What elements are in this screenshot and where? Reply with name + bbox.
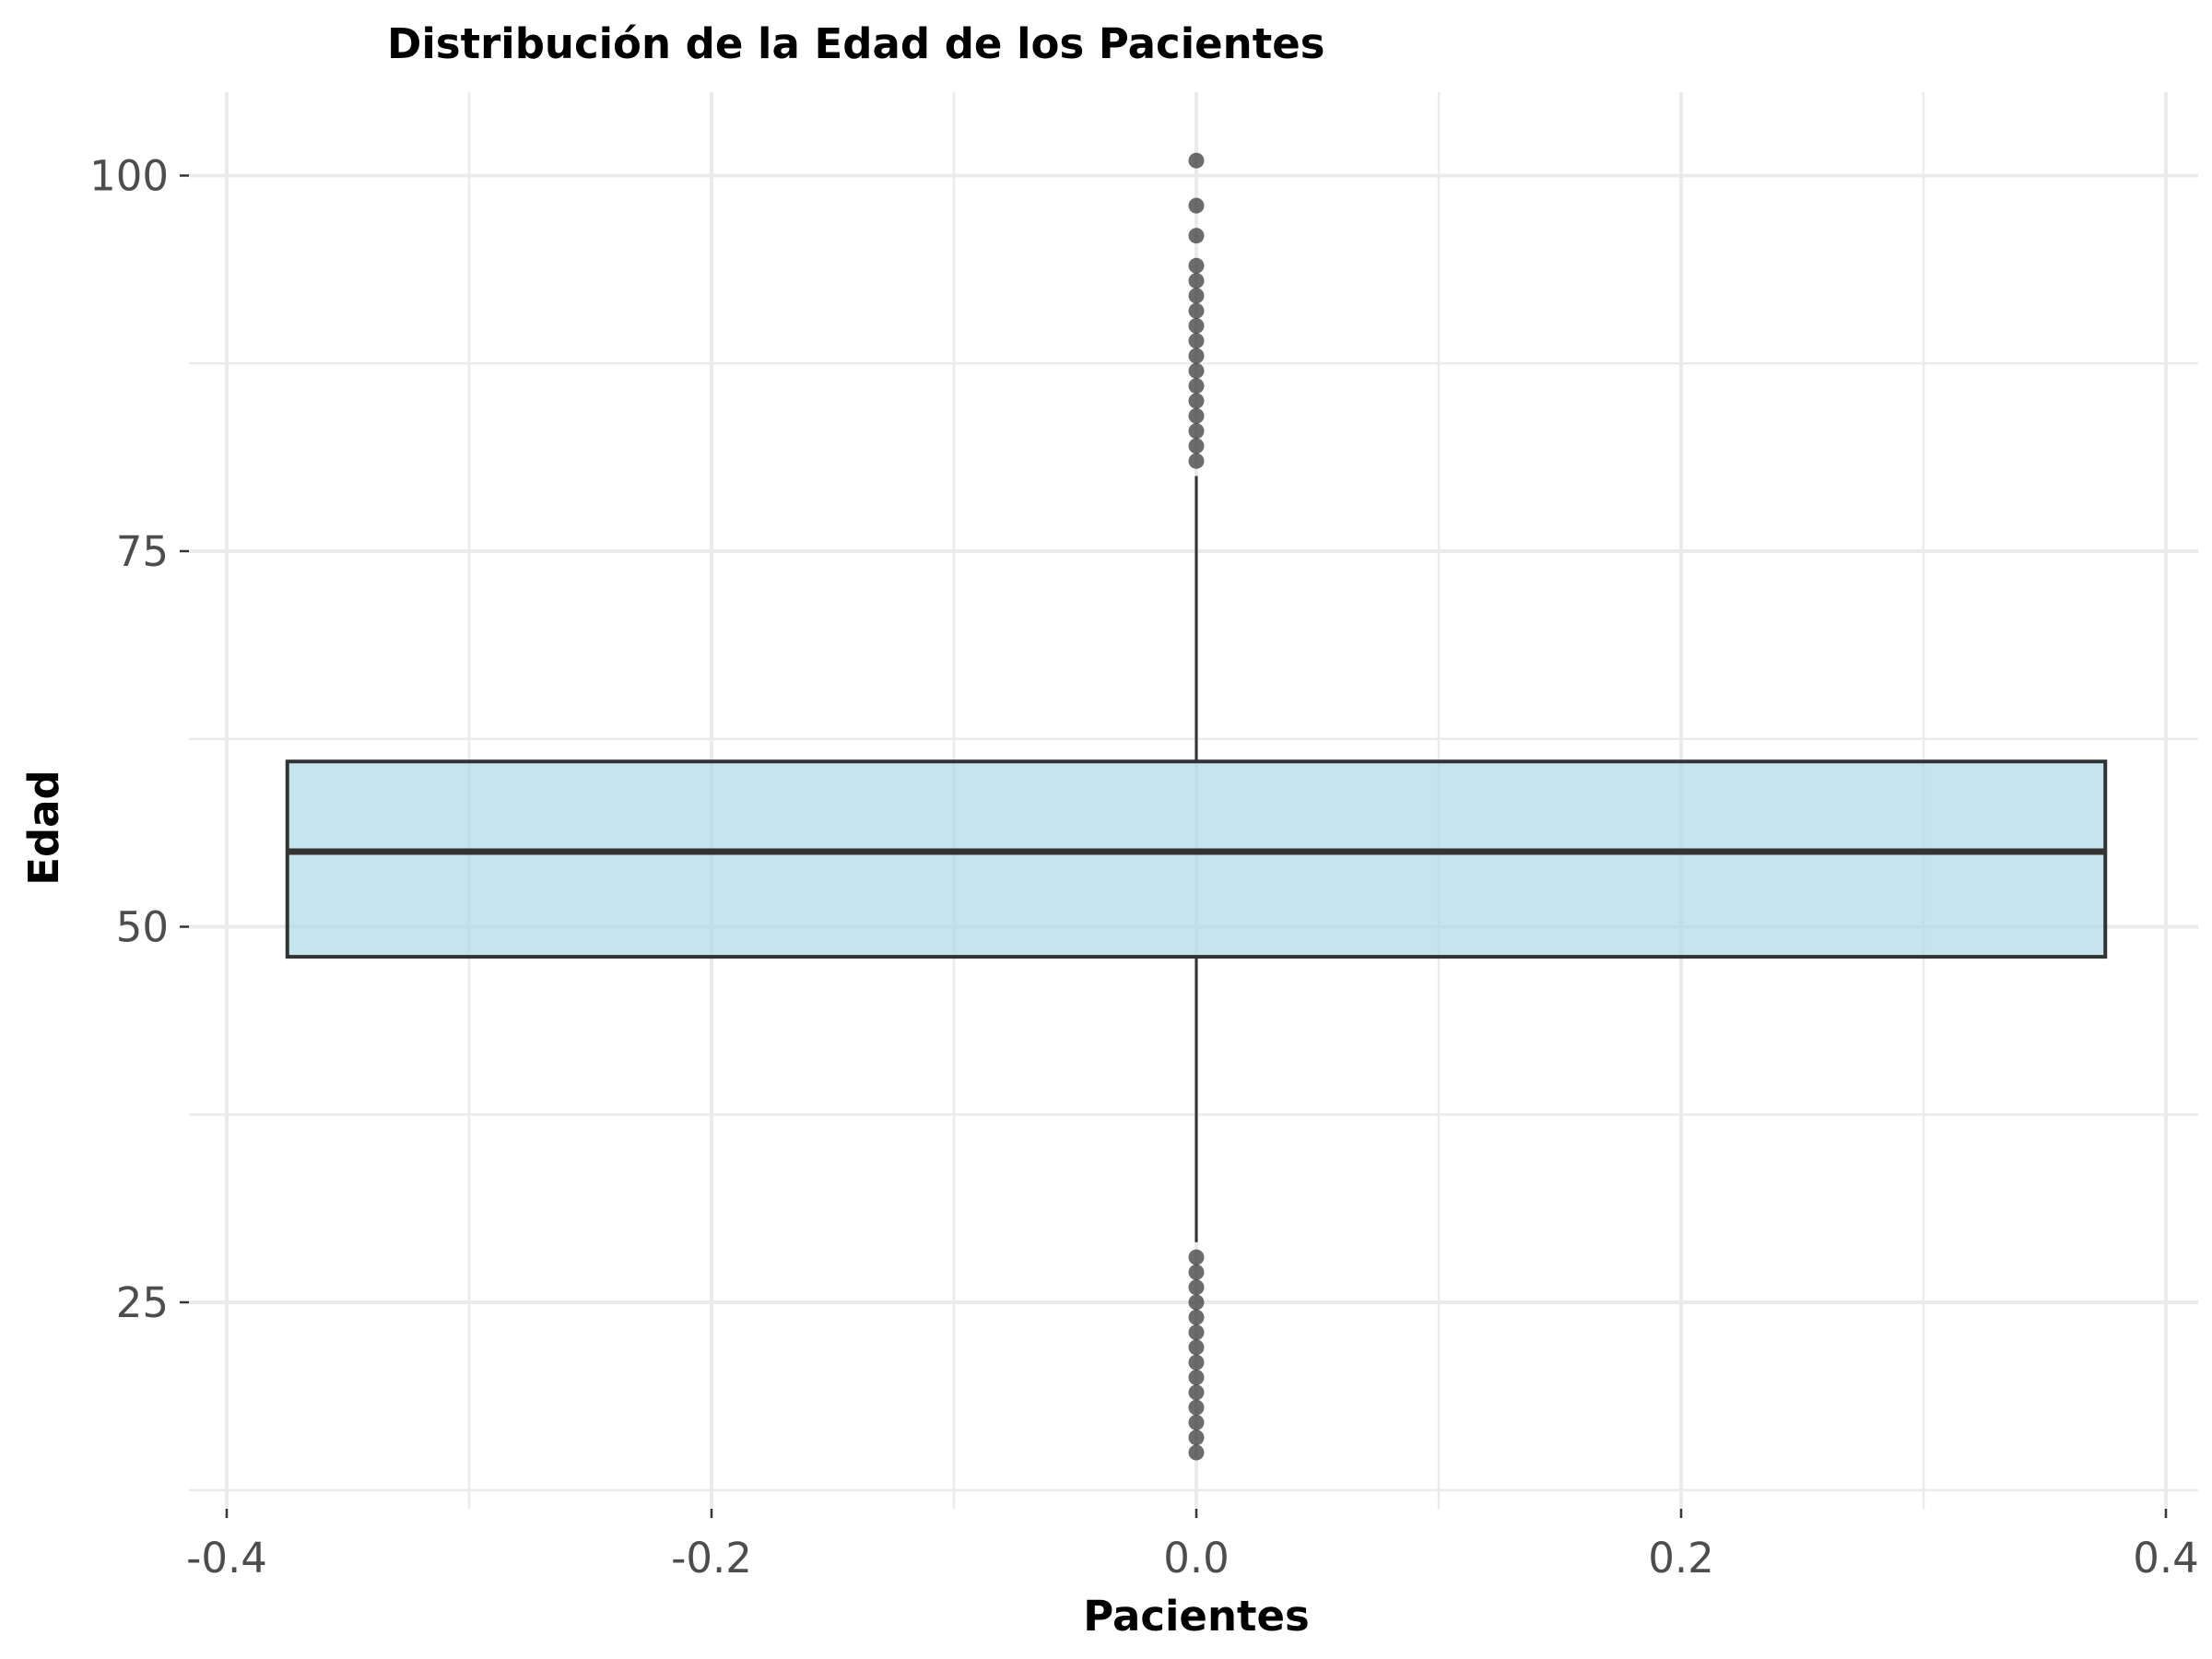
outlier-point	[1188, 362, 1205, 379]
x-axis-ticks: -0.4 -0.2 0.0 0.2 0.4	[186, 1509, 2199, 1583]
outlier-point	[1188, 1294, 1205, 1311]
outlier-point	[1188, 288, 1205, 304]
x-axis-label: Pacientes	[1083, 1592, 1310, 1641]
outlier-point	[1188, 197, 1205, 214]
chart-title: Distribución de la Edad de los Pacientes	[387, 19, 1325, 68]
outlier-point	[1188, 318, 1205, 334]
outlier-point	[1188, 1444, 1205, 1461]
outlier-point	[1188, 1384, 1205, 1401]
outlier-point	[1188, 1414, 1205, 1430]
box	[285, 759, 2108, 959]
y-tick-label: 50	[116, 903, 169, 952]
outlier-point	[1188, 1399, 1205, 1416]
outlier-point	[1188, 378, 1205, 394]
outlier-point	[1188, 1279, 1205, 1296]
outlier-point	[1188, 333, 1205, 349]
outlier-point	[1188, 152, 1205, 169]
outlier-point	[1188, 393, 1205, 409]
outlier-point	[1188, 1430, 1205, 1446]
y-tick-label: 100	[89, 152, 169, 201]
outlier-point	[1188, 438, 1205, 454]
outlier-point	[1188, 273, 1205, 289]
outlier-point	[1188, 347, 1205, 364]
outlier-point	[1188, 1354, 1205, 1371]
y-tick-label: 25	[116, 1278, 169, 1327]
outlier-point	[1188, 423, 1205, 440]
x-tick-label: -0.4	[186, 1534, 267, 1583]
y-tick-label: 75	[116, 527, 169, 576]
outlier-point	[1188, 257, 1205, 274]
y-axis-ticks: 25 50 75 100	[89, 152, 189, 1327]
outlier-point	[1188, 407, 1205, 424]
outlier-point	[1188, 1249, 1205, 1265]
outlier-point	[1188, 1264, 1205, 1280]
x-tick-label: 0.2	[1648, 1534, 1714, 1583]
outlier-point	[1188, 1309, 1205, 1325]
outlier-point	[1188, 228, 1205, 244]
outlier-point	[1188, 453, 1205, 469]
outlier-point	[1188, 1370, 1205, 1385]
x-tick-label: 0.0	[1163, 1534, 1230, 1583]
x-tick-label: 0.4	[2133, 1534, 2199, 1583]
boxplot	[285, 476, 2108, 1242]
outlier-point	[1188, 302, 1205, 319]
outliers	[1188, 152, 1205, 1461]
outlier-point	[1188, 1339, 1205, 1356]
outlier-point	[1188, 1324, 1205, 1341]
x-tick-label: -0.2	[671, 1534, 752, 1583]
y-axis-label: Edad	[19, 770, 68, 886]
